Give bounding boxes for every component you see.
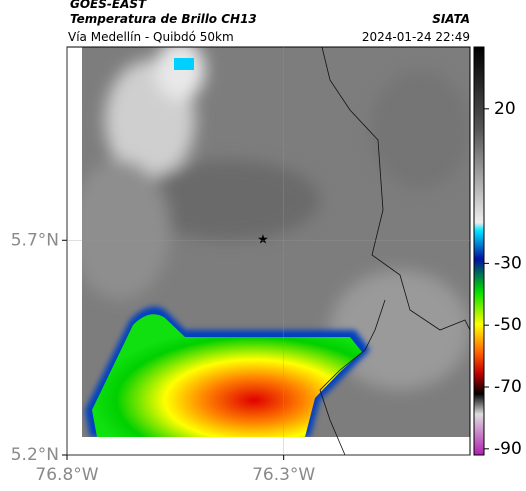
svg-text:★: ★ (257, 233, 269, 248)
timestamp: 2024-01-24 22:49 (362, 30, 470, 44)
lon-tick-label: 76.8°W (35, 465, 98, 485)
satellite-image: ★ (67, 47, 470, 455)
colorbar-label: -70 (494, 377, 522, 397)
lat-tick-label: 5.7°N (11, 230, 59, 250)
colorbar-label: 20 (494, 99, 516, 119)
colorbar-label: -90 (494, 439, 522, 459)
colorbar (473, 46, 485, 456)
route: Vía Medellín - Quibdó 50km (68, 30, 234, 44)
lon-tick-label: 76.3°W (252, 465, 315, 485)
lat-tick-label: 5.2°N (11, 445, 59, 465)
subtitle: Temperatura de Brillo CH13 (70, 12, 257, 26)
colorbar-label: -50 (494, 315, 522, 335)
source: SIATA (432, 12, 470, 26)
axes: 5.7°N 5.2°N76.8°W 76.3°W 20 -30 -50 -70 -90 (11, 47, 522, 485)
colorbar-label: -30 (494, 253, 522, 273)
title: GOES-EAST (70, 0, 147, 11)
